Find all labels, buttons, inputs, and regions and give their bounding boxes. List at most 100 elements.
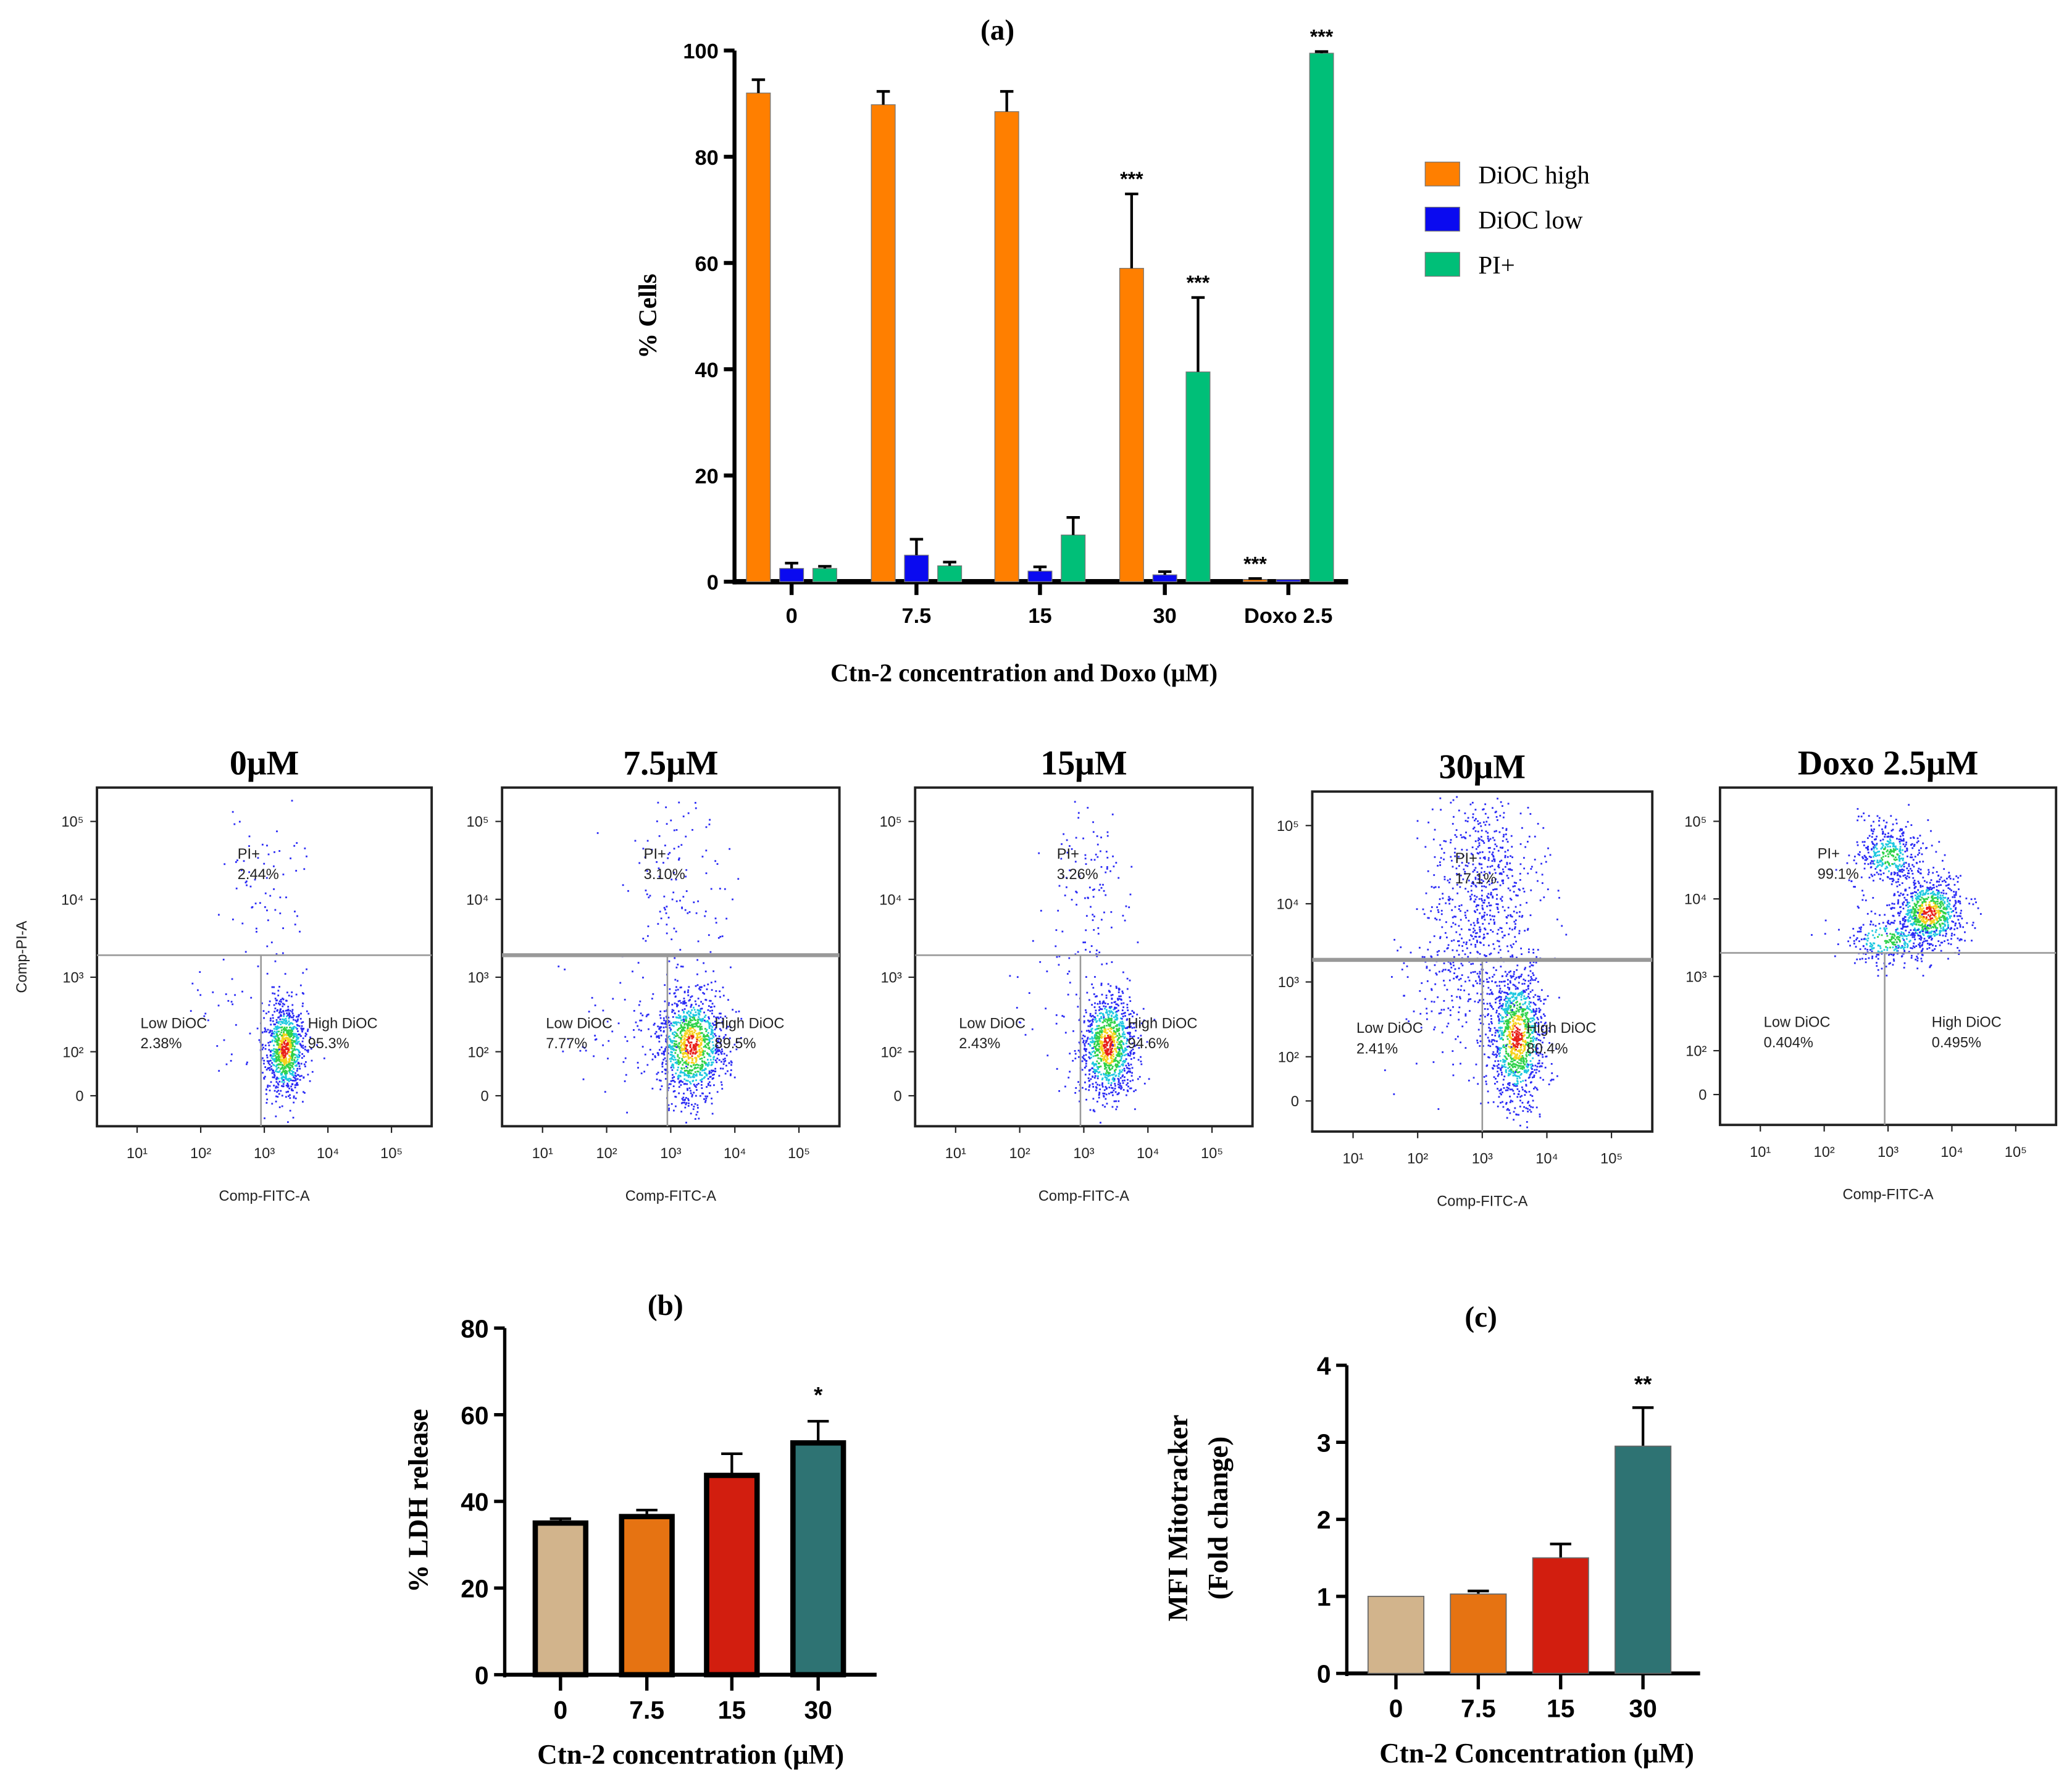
event-dot bbox=[1503, 1055, 1506, 1057]
event-dot bbox=[1518, 1006, 1521, 1009]
event-dot bbox=[698, 1014, 701, 1016]
event-dot bbox=[275, 1064, 278, 1067]
event-dot bbox=[1126, 1018, 1129, 1020]
event-dot bbox=[284, 1029, 286, 1032]
event-dot bbox=[682, 1027, 683, 1029]
event-dot bbox=[268, 1004, 270, 1006]
event-dot bbox=[1487, 857, 1490, 859]
event-dot bbox=[1473, 869, 1476, 871]
event-dot bbox=[1127, 1071, 1129, 1073]
event-dot bbox=[276, 1070, 278, 1073]
event-dot bbox=[285, 1054, 286, 1056]
event-dot bbox=[1074, 1057, 1077, 1060]
event-dot bbox=[657, 801, 659, 804]
event-dot bbox=[1117, 1053, 1119, 1054]
event-dot bbox=[1135, 1089, 1137, 1091]
event-dot bbox=[1100, 1032, 1103, 1034]
event-dot bbox=[315, 1044, 318, 1046]
event-dot bbox=[269, 1064, 271, 1066]
event-dot bbox=[294, 1035, 296, 1038]
event-dot bbox=[665, 912, 667, 914]
event-dot bbox=[277, 1090, 280, 1092]
event-dot bbox=[696, 1066, 699, 1069]
event-dot bbox=[1512, 1048, 1514, 1050]
event-dot bbox=[1537, 1039, 1540, 1041]
event-dot bbox=[1525, 1085, 1527, 1087]
event-dot bbox=[1510, 1061, 1512, 1063]
event-dot bbox=[666, 1041, 667, 1043]
event-dot bbox=[1507, 1034, 1510, 1036]
chart-title: (a) bbox=[980, 15, 1014, 47]
event-dot bbox=[640, 1029, 642, 1032]
event-dot bbox=[669, 988, 671, 990]
event-dot bbox=[1444, 932, 1447, 934]
event-dot bbox=[1516, 1056, 1518, 1059]
event-dot bbox=[691, 1059, 693, 1062]
event-dot bbox=[1066, 839, 1068, 841]
legend-swatch bbox=[1424, 161, 1460, 186]
event-dot bbox=[1098, 1043, 1100, 1045]
event-dot bbox=[276, 1039, 278, 1041]
event-dot bbox=[1477, 878, 1479, 880]
event-dot bbox=[1524, 998, 1527, 1000]
event-dot bbox=[1088, 1031, 1090, 1033]
event-dot bbox=[684, 1016, 687, 1017]
event-dot bbox=[1497, 1075, 1499, 1077]
event-dot bbox=[289, 1015, 291, 1017]
event-dot bbox=[288, 1087, 291, 1090]
event-dot bbox=[1106, 1069, 1108, 1071]
event-dot bbox=[1508, 1041, 1511, 1043]
event-dot bbox=[1107, 1041, 1109, 1043]
event-dot bbox=[1107, 1003, 1109, 1005]
event-dot bbox=[298, 1040, 300, 1043]
event-dot bbox=[1535, 1010, 1538, 1012]
event-dot bbox=[1085, 1011, 1087, 1014]
event-dot bbox=[283, 1046, 286, 1048]
event-dot bbox=[1098, 1036, 1100, 1038]
event-dot bbox=[656, 1036, 658, 1038]
event-dot bbox=[1128, 906, 1130, 909]
event-dot bbox=[667, 1087, 670, 1089]
event-dot bbox=[1485, 886, 1487, 888]
event-dot bbox=[1539, 1053, 1542, 1055]
event-dot bbox=[1526, 1072, 1527, 1074]
event-dot bbox=[1097, 927, 1100, 929]
event-dot bbox=[274, 1060, 275, 1062]
event-dot bbox=[1494, 1032, 1497, 1034]
event-dot bbox=[724, 888, 726, 890]
event-dot bbox=[1520, 1073, 1523, 1075]
event-dot bbox=[700, 1047, 703, 1049]
event-dot bbox=[707, 1065, 709, 1067]
event-dot bbox=[1469, 835, 1471, 837]
event-dot bbox=[1103, 1036, 1106, 1038]
event-dot bbox=[1121, 1064, 1123, 1066]
event-dot bbox=[286, 1053, 288, 1055]
event-dot bbox=[1499, 1092, 1502, 1095]
event-dot bbox=[1539, 1066, 1541, 1068]
event-dot bbox=[274, 1040, 277, 1043]
event-dot bbox=[724, 1034, 727, 1036]
event-dot bbox=[1122, 1042, 1124, 1045]
event-dot bbox=[700, 1011, 702, 1013]
event-dot bbox=[290, 995, 293, 998]
event-dot bbox=[1092, 1032, 1093, 1034]
event-dot bbox=[1490, 1018, 1492, 1020]
event-dot bbox=[709, 1040, 711, 1043]
event-dot bbox=[1089, 1025, 1092, 1028]
event-dot bbox=[1116, 1059, 1117, 1062]
event-dot bbox=[290, 1040, 292, 1043]
event-dot bbox=[679, 949, 682, 951]
event-dot bbox=[286, 1033, 288, 1035]
significance-marker: *** bbox=[1120, 168, 1143, 190]
event-dot bbox=[1092, 1086, 1095, 1088]
event-dot bbox=[286, 1048, 288, 1051]
event-dot bbox=[296, 1070, 298, 1072]
event-dot bbox=[687, 1010, 690, 1012]
event-dot bbox=[1111, 1017, 1113, 1020]
event-dot bbox=[1104, 1039, 1106, 1041]
event-dot bbox=[1429, 941, 1431, 943]
event-dot bbox=[691, 1030, 693, 1032]
event-dot bbox=[1109, 1072, 1111, 1074]
event-dot bbox=[675, 900, 678, 903]
event-dot bbox=[1527, 1018, 1530, 1020]
